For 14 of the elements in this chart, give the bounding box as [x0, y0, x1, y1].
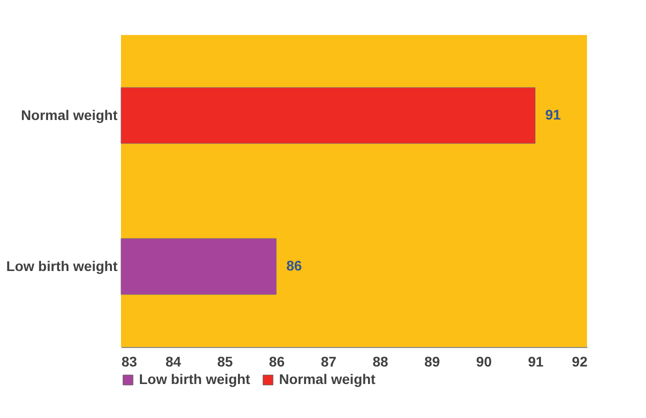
x-tick-label: 86	[269, 354, 285, 370]
x-tick-label: 84	[165, 354, 182, 370]
x-tick-label: 87	[320, 354, 337, 370]
x-tick-label: 90	[476, 354, 492, 370]
data-label: 86	[286, 258, 302, 274]
x-tick-label: 83	[122, 354, 138, 370]
x-tick-label: 88	[372, 354, 388, 370]
x-tick-label: 92	[572, 354, 588, 370]
legend-label: Normal weight	[279, 371, 376, 387]
x-tick-label: 89	[424, 354, 440, 370]
legend-label: Low birth weight	[139, 371, 251, 387]
data-label: 91	[545, 106, 562, 122]
x-tick-label: 85	[217, 354, 234, 370]
x-tick-label: 91	[528, 354, 544, 370]
